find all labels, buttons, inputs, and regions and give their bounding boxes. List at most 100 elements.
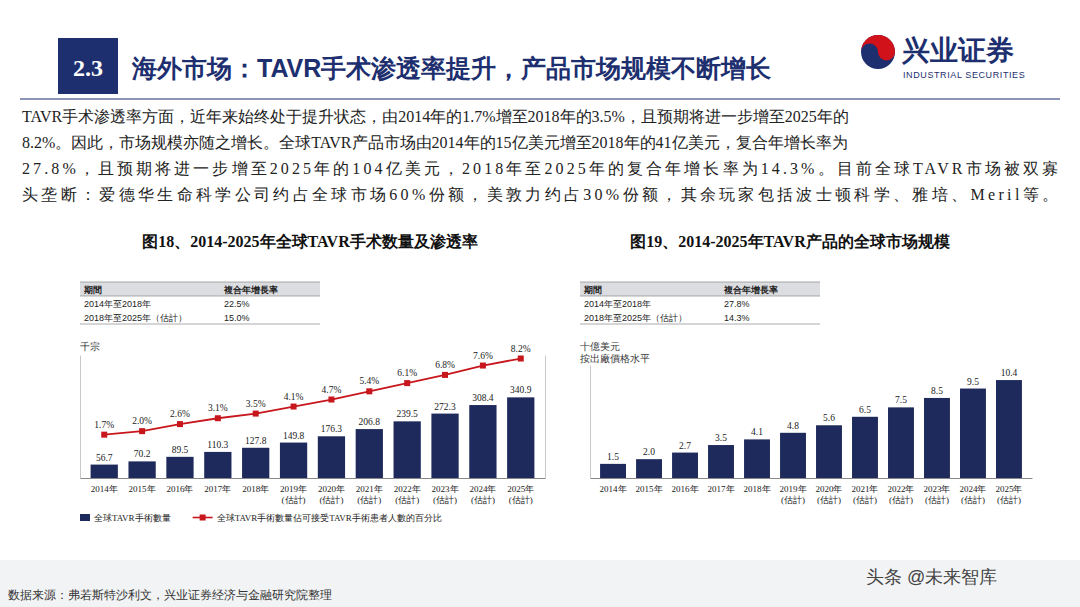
- table-rule: [580, 282, 820, 283]
- x-tick: 2017年: [708, 484, 735, 494]
- bar: [166, 457, 193, 478]
- data-label: 2.0%: [132, 416, 152, 426]
- x-tick-label: 2025年(估計): [995, 484, 1022, 505]
- line: [104, 359, 521, 435]
- x-tick-label: 2015年: [636, 484, 663, 494]
- data-label: 4.1%: [284, 392, 304, 402]
- table-rule: [580, 296, 820, 297]
- bar: [469, 405, 496, 478]
- bar: [888, 407, 914, 478]
- x-tick-label: 2022年(估計): [394, 484, 421, 505]
- x-tick: 2021年(估計): [356, 484, 383, 505]
- data-label: 2.0: [643, 447, 655, 457]
- data-label: 206.8: [359, 417, 381, 427]
- table-header-bg: [580, 282, 820, 296]
- marker: [442, 372, 448, 378]
- chart: 图19、2014-2025年TAVR产品的全球市场规模期間複合年增長率2014年…: [580, 233, 1033, 505]
- x-axis-line: [81, 478, 546, 479]
- data-label: 1.5: [607, 452, 619, 462]
- chart-title: 图19、2014-2025年TAVR产品的全球市场规模: [630, 233, 949, 250]
- logo-mark: [861, 35, 895, 61]
- table-cell: 27.8%: [724, 299, 750, 309]
- source-note: 数据来源：弗若斯特沙利文，兴业证券经济与金融研究院整理: [8, 588, 332, 602]
- table-rule: [80, 324, 320, 325]
- marker: [328, 397, 334, 403]
- cagr-table: 期間複合年增長率2014年至2018年27.8%2018年至2025年（估計）1…: [580, 282, 820, 324]
- x-tick: 2018年: [744, 484, 771, 494]
- x-tick: 2019年(估計): [280, 484, 307, 505]
- data-label: 3.1%: [208, 403, 228, 413]
- logo-subtitle: INDUSTRIAL SECURITIES: [903, 70, 1025, 80]
- marker: [366, 388, 372, 394]
- marker: [480, 363, 486, 369]
- x-tick-label: 2021年(估計): [851, 484, 878, 505]
- footer-band: [0, 560, 1080, 607]
- x-tick: 2015年: [129, 484, 156, 494]
- x-tick-label: 2016年: [672, 484, 699, 494]
- data-label: 340.9: [510, 385, 532, 395]
- bar: [507, 397, 534, 478]
- marker: [291, 404, 297, 410]
- table-header: 複合年增長率: [723, 285, 778, 295]
- x-axis-line: [591, 478, 1033, 479]
- data-label: 4.7%: [322, 385, 342, 395]
- bar: [816, 425, 842, 478]
- data-label: 110.3: [207, 440, 228, 450]
- data-label: 9.5: [967, 377, 979, 387]
- marker: [404, 380, 410, 386]
- x-tick-label: 2015年: [129, 484, 156, 494]
- data-label: 6.5: [859, 405, 871, 415]
- table-cell: 2018年至2025年（估計）: [584, 313, 687, 323]
- table-header: 期間: [83, 285, 102, 295]
- x-tick-label: 2023年(估計): [432, 484, 459, 505]
- bar: [636, 459, 662, 478]
- table-rule: [80, 282, 320, 283]
- x-axis: 2014年2015年2016年2017年2018年2019年(估計)2020年(…: [591, 479, 1033, 506]
- bar: [960, 389, 986, 478]
- bar: [356, 429, 383, 478]
- paragraph-line: 头垄断：爱德华生命科学公司约占全球市场60%份额，美敦力约占30%份额，其余玩家…: [22, 186, 1058, 203]
- y-axis: [80, 356, 81, 479]
- bar: [431, 414, 458, 478]
- x-tick: 2021年(估計): [851, 484, 878, 505]
- data-label: 89.5: [172, 445, 189, 455]
- data-label: 70.2: [134, 449, 151, 459]
- x-tick: 2025年(估計): [995, 484, 1022, 505]
- x-axis: 2014年2015年2016年2017年2018年2019年(估計)2020年(…: [81, 479, 546, 506]
- marker: [518, 356, 524, 362]
- marker: [177, 421, 183, 427]
- table-cell: 22.5%: [224, 299, 250, 309]
- x-tick: 2016年: [672, 484, 699, 494]
- marker: [139, 428, 145, 434]
- x-tick-label: 2023年(估計): [923, 484, 950, 505]
- watermark: 头条 @未来智库: [866, 567, 997, 587]
- bar: [744, 439, 770, 478]
- unit-label: 按出廠價格水平: [580, 353, 650, 364]
- data-label: 6.1%: [397, 368, 417, 378]
- table-rule: [580, 324, 820, 325]
- x-tick: 2015年: [636, 484, 663, 494]
- data-label: 2.7: [679, 441, 691, 451]
- logo-mark: [861, 35, 895, 69]
- chart: 图18、2014-2025年全球TAVR手术数量及渗透率期間複合年增長率2014…: [80, 232, 546, 523]
- page: 2.3海外市场：TAVR手术渗透率提升，产品市场规模不断增长兴业证券INDUST…: [0, 0, 1080, 607]
- y2-axis: [545, 356, 546, 479]
- x-tick: 2020年(估計): [815, 484, 842, 505]
- data-label: 176.3: [321, 424, 343, 434]
- unit-label: 十億美元: [580, 341, 620, 352]
- bar: [600, 464, 626, 478]
- x-tick-label: 2024年(估計): [469, 484, 496, 505]
- y-axis: [590, 366, 591, 479]
- legend-label: 全球TAVR手術數量: [94, 513, 171, 523]
- data-label: 8.5: [931, 386, 943, 396]
- x-tick: 2017年: [204, 484, 231, 494]
- data-label: 127.8: [245, 436, 267, 446]
- x-tick-label: 2024年(估計): [959, 484, 986, 505]
- legend-label: 全球TAVR手術數量佔可接受TAVR手術患者人數的百分比: [217, 513, 442, 523]
- data-label: 2.6%: [170, 409, 190, 419]
- legend-swatch: [200, 515, 206, 521]
- data-label: 3.5: [715, 433, 727, 443]
- bar: [924, 398, 950, 478]
- y-axis-line: [590, 366, 591, 479]
- x-tick: 2022年(估計): [394, 484, 421, 505]
